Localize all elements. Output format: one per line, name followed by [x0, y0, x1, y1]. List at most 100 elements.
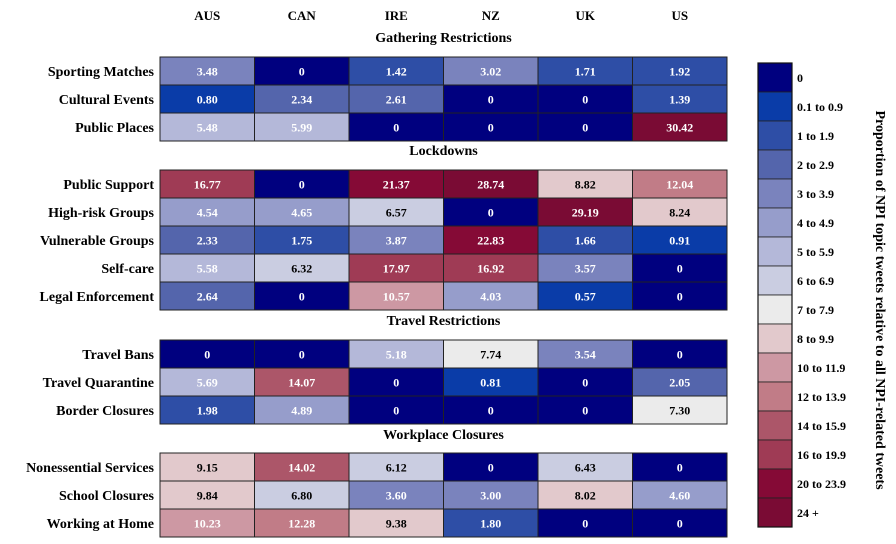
cell-value-label: 4.60: [669, 489, 690, 503]
heatmap-cell: [254, 339, 350, 369]
cell-value-label: 4.89: [291, 404, 312, 418]
colorbar-tick-label: 12 to 13.9: [797, 390, 846, 404]
cell-value-label: 7.30: [669, 404, 690, 418]
heatmap-cell: [159, 452, 255, 482]
heatmap-cell: [254, 395, 350, 425]
cell-value-label: 0: [299, 65, 305, 79]
heatmap-cell: [159, 253, 255, 283]
colorbar-title: Proportion of NPI topic tweets relative …: [872, 110, 887, 490]
heatmap-cell: [254, 452, 350, 482]
row-label: School Closures: [59, 489, 155, 504]
cell-value-label: 10.23: [194, 517, 221, 531]
cell-value-label: 1.92: [669, 65, 690, 79]
cell-value-label: 0.91: [669, 234, 690, 248]
cell-value-label: 3.87: [386, 234, 407, 248]
colorbar-tick-label: 0: [797, 71, 803, 85]
colorbar-tick-label: 8 to 9.9: [797, 332, 834, 346]
cell-value-label: 6.80: [291, 489, 312, 503]
heatmap-cell: [537, 169, 633, 199]
heatmap-cell: [443, 253, 539, 283]
cell-value-label: 5.99: [291, 121, 312, 135]
column-header-can: CAN: [288, 8, 317, 23]
heatmap-cell: [537, 112, 633, 142]
cell-value-label: 9.84: [197, 489, 218, 503]
heatmap-cell: [159, 281, 255, 311]
heatmap-cell: [632, 169, 728, 199]
row-label: Border Closures: [56, 404, 154, 419]
cell-value-label: 0.81: [480, 376, 501, 390]
heatmap-cell: [159, 169, 255, 199]
cell-value-label: 16.92: [477, 262, 504, 276]
heatmap-cell: [632, 225, 728, 255]
cell-value-label: 0.57: [575, 290, 596, 304]
heatmap-cell: [443, 197, 539, 227]
cell-value-label: 8.82: [575, 178, 596, 192]
heatmap-cell: [159, 367, 255, 397]
colorbar-swatch: [757, 120, 793, 151]
group-title: Gathering Restrictions: [375, 31, 512, 46]
cell-value-label: 0: [677, 262, 683, 276]
row-label: Travel Quarantine: [43, 376, 154, 391]
colorbar-swatch: [757, 497, 793, 528]
heatmap-cell: [254, 169, 350, 199]
cell-value-label: 0: [677, 348, 683, 362]
row-label: Sporting Matches: [48, 65, 155, 80]
heatmap-cell: [443, 169, 539, 199]
cell-value-label: 14.07: [288, 376, 315, 390]
cell-value-label: 12.04: [666, 178, 693, 192]
colorbar-swatch: [757, 149, 793, 180]
cell-value-label: 10.57: [383, 290, 410, 304]
cell-value-label: 2.64: [197, 290, 218, 304]
cell-value-label: 0: [393, 376, 399, 390]
cell-value-label: 2.34: [291, 93, 312, 107]
cell-value-label: 1.42: [386, 65, 407, 79]
cell-value-label: 0: [677, 290, 683, 304]
colorbar-swatch: [757, 178, 793, 209]
heatmap-cell: [443, 281, 539, 311]
group-title: Workplace Closures: [383, 428, 504, 443]
heatmap-cell: [632, 197, 728, 227]
heatmap-cell: [159, 225, 255, 255]
colorbar-swatch: [757, 468, 793, 499]
heatmap-cell: [537, 281, 633, 311]
colorbar-tick-label: 20 to 23.9: [797, 477, 846, 491]
cell-value-label: 5.18: [386, 348, 407, 362]
colorbar-tick-label: 1 to 1.9: [797, 129, 834, 143]
heatmap-cell: [443, 508, 539, 538]
cell-value-label: 1.71: [575, 65, 596, 79]
cell-value-label: 2.33: [197, 234, 218, 248]
heatmap-cell: [443, 480, 539, 510]
heatmap-cell: [632, 480, 728, 510]
cell-value-label: 3.60: [386, 489, 407, 503]
group-title: Travel Restrictions: [387, 314, 501, 329]
heatmap-cell: [159, 339, 255, 369]
cell-value-label: 2.05: [669, 376, 690, 390]
cell-value-label: 0: [299, 178, 305, 192]
heatmap-cell: [443, 452, 539, 482]
column-header-us: US: [671, 8, 688, 23]
cell-value-label: 3.54: [575, 348, 596, 362]
colorbar-tick-label: 16 to 19.9: [797, 448, 846, 462]
heatmap-cell: [348, 452, 444, 482]
cell-value-label: 2.61: [386, 93, 407, 107]
colorbar-swatch: [757, 410, 793, 441]
cell-value-label: 0: [393, 404, 399, 418]
cell-value-label: 4.65: [291, 206, 312, 220]
cell-value-label: 4.03: [480, 290, 501, 304]
heatmap-cell: [348, 253, 444, 283]
heatmap-cell: [159, 112, 255, 142]
cell-value-label: 1.80: [480, 517, 501, 531]
heatmap-cell: [254, 56, 350, 86]
colorbar-tick-label: 0.1 to 0.9: [797, 100, 843, 114]
colorbar-tick-label: 5 to 5.9: [797, 245, 834, 259]
heatmap-cell: [254, 84, 350, 114]
heatmap-cell: [537, 508, 633, 538]
heatmap-cell: [159, 56, 255, 86]
heatmap-cell: [632, 84, 728, 114]
heatmap-cell: [443, 112, 539, 142]
cell-value-label: 3.57: [575, 262, 596, 276]
heatmap-cell: [254, 480, 350, 510]
heatmap-cell: [632, 339, 728, 369]
row-label: Vulnerable Groups: [40, 234, 155, 249]
cell-value-label: 30.42: [666, 121, 693, 135]
